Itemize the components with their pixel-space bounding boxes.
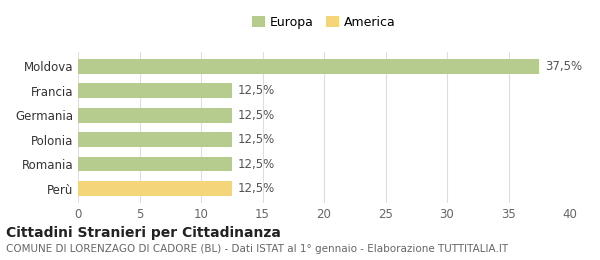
Text: 12,5%: 12,5% [238,109,275,122]
Text: 12,5%: 12,5% [238,158,275,171]
Text: Cittadini Stranieri per Cittadinanza: Cittadini Stranieri per Cittadinanza [6,226,281,240]
Legend: Europa, America: Europa, America [247,11,401,34]
Bar [78,108,232,122]
Bar [78,132,232,147]
Bar [78,83,232,98]
Bar [78,157,232,171]
Text: COMUNE DI LORENZAGO DI CADORE (BL) - Dati ISTAT al 1° gennaio - Elaborazione TUT: COMUNE DI LORENZAGO DI CADORE (BL) - Dat… [6,244,508,254]
Text: 37,5%: 37,5% [545,60,583,73]
Text: 12,5%: 12,5% [238,182,275,195]
Bar [78,181,232,196]
Text: 12,5%: 12,5% [238,84,275,97]
Text: 12,5%: 12,5% [238,133,275,146]
Bar [78,59,539,74]
